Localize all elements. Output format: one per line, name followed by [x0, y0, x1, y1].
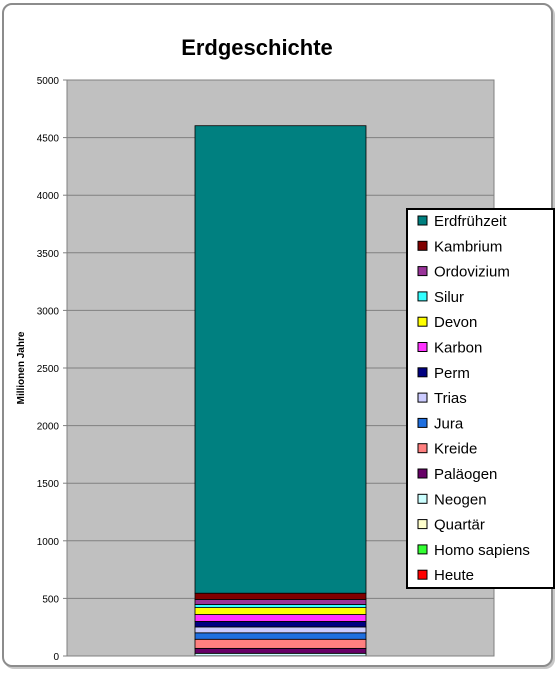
legend-swatch: [417, 443, 428, 454]
legend-swatch: [417, 266, 428, 277]
legend-label: Paläogen: [434, 466, 497, 483]
y-tick-label: 1500: [37, 479, 60, 490]
y-tick-label: 2500: [37, 364, 60, 375]
legend-label: Heute: [434, 567, 474, 584]
y-axis-label: Millionen Jahre: [16, 331, 27, 404]
legend-swatch: [417, 417, 428, 428]
y-tick-label: 4500: [37, 134, 60, 145]
legend-swatch: [417, 342, 428, 352]
legend-label: Silur: [434, 289, 464, 306]
y-tick-label: 3000: [37, 306, 60, 317]
bar-segment: [194, 621, 367, 628]
bar-segment: [194, 647, 367, 654]
legend-swatch: [417, 468, 428, 479]
y-tick-label: 1000: [37, 537, 60, 548]
legend-label: Jura: [434, 415, 464, 432]
y-tick-label: 0: [53, 652, 59, 663]
y-tick-label: 500: [42, 594, 59, 605]
legend-label: Perm: [434, 365, 470, 382]
y-tick-label: 4000: [37, 191, 60, 202]
legend-swatch: [417, 569, 428, 580]
legend-swatch: [417, 544, 428, 555]
legend-label: Erdfrühzeit: [434, 213, 507, 230]
legend-swatch: [417, 215, 428, 226]
legend-swatch: [417, 291, 428, 302]
legend-label: Karbon: [434, 340, 482, 357]
legend-label: Ordovizium: [434, 264, 510, 281]
legend-swatch: [417, 519, 428, 530]
y-tick-label: 3500: [37, 249, 60, 260]
y-axis-ticks: 0 500 1000 1500 2000 2500 3000 3500 4000 4500 5000: [37, 76, 67, 663]
y-tick-label: 2000: [37, 422, 60, 433]
y-tick-label: 5000: [37, 76, 60, 87]
bar-segment: [194, 607, 367, 615]
bar-segment: [194, 592, 367, 600]
legend-label: Devon: [434, 314, 477, 331]
legend-swatch: [417, 316, 428, 327]
legend-label: Neogen: [434, 491, 487, 508]
legend-box: [406, 208, 555, 589]
chart-title: Erdgeschichte: [181, 35, 333, 60]
bar-segment: [194, 626, 367, 634]
bar-segment: [194, 614, 367, 622]
bar-segment: [194, 638, 367, 649]
stacked-bar: [194, 125, 367, 657]
bar-segment: [194, 125, 367, 594]
legend-swatch: [417, 392, 428, 403]
legend-label: Trias: [434, 390, 467, 407]
legend-label: Homo sapiens: [434, 542, 530, 559]
legend-label: Kambrium: [434, 238, 502, 255]
bar-segment: [194, 632, 367, 640]
legend-label: Quartär: [434, 517, 485, 534]
legend-swatch: [417, 367, 428, 378]
bar-segment: [194, 599, 367, 605]
bar-segment: [194, 604, 367, 608]
legend: Erdfrühzeit Kambrium Ordovizium Silur Devon K…: [406, 208, 555, 589]
legend-label: Kreide: [434, 441, 477, 458]
legend-swatch: [417, 493, 428, 504]
legend-swatch: [417, 240, 428, 251]
